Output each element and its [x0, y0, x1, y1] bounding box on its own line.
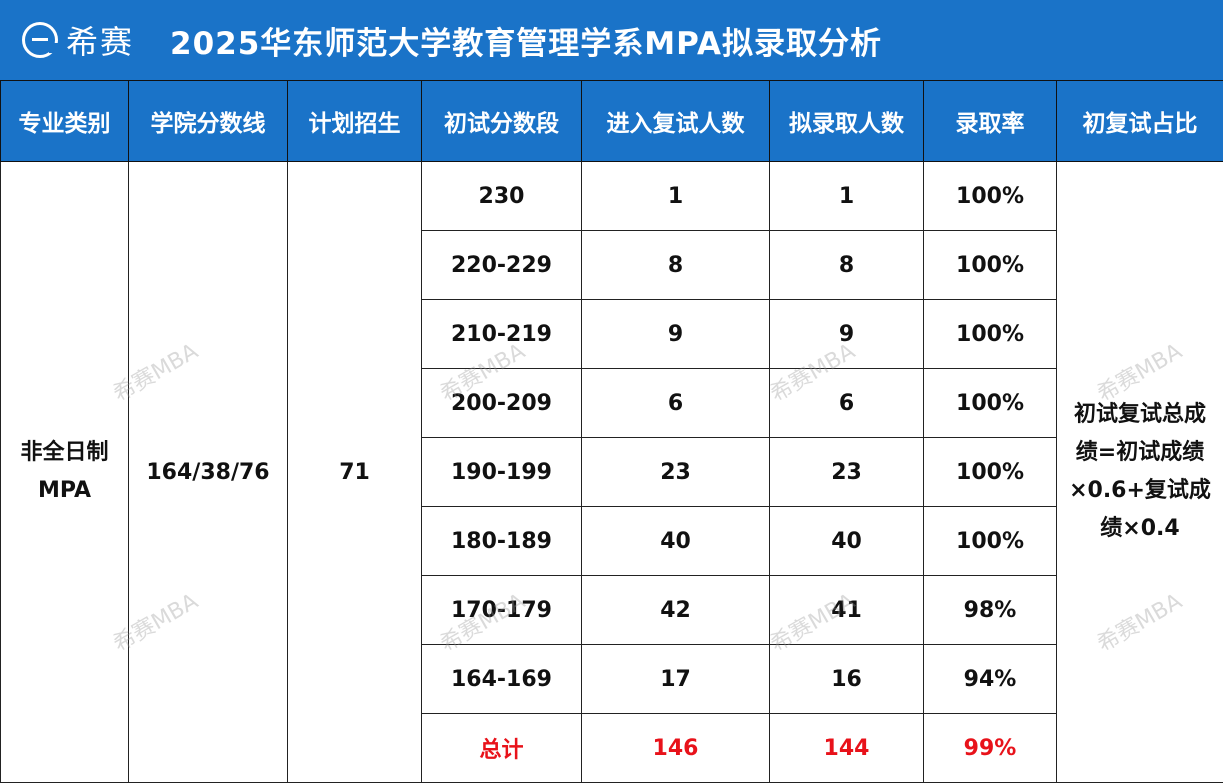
col-header-plan: 计划招生 [287, 80, 422, 162]
total-rate: 99% [923, 713, 1057, 783]
score-range-cell: 164-169 [421, 644, 582, 714]
table-row: 200-209 6 6 100% [1, 368, 1223, 438]
rate-cell: 94% [923, 644, 1057, 714]
page-title: 2025华东师范大学教育管理学系MPA拟录取分析 [170, 25, 883, 62]
logo-text: 希赛 [66, 23, 135, 61]
score-range-cell: 170-179 [421, 575, 582, 645]
header-row: 专业类别 学院分数线 计划招生 初试分数段 进入复试人数 拟录取人数 录取率 初… [0, 80, 1223, 162]
rate-cell: 98% [923, 575, 1057, 645]
table-row: 170-179 42 41 98% [1, 575, 1223, 645]
score-range-cell: 200-209 [421, 368, 582, 438]
major-line: MPA [37, 478, 92, 503]
admitted-cell: 23 [769, 437, 924, 507]
ratio-line: 初试复试总成 [1073, 402, 1206, 427]
title-bar: 希赛 2025华东师范大学教育管理学系MPA拟录取分析 [0, 0, 1223, 80]
score-range-cell: 230 [421, 161, 582, 231]
total-row: 总计 146 144 99% [1, 713, 1223, 783]
col-header-cutoff: 学院分数线 [128, 80, 288, 162]
table-row: 210-219 9 9 100% [1, 299, 1223, 369]
score-range-cell: 220-229 [421, 230, 582, 300]
major-cell: 非全日制 MPA [0, 161, 129, 783]
col-header-admitted-count: 拟录取人数 [769, 80, 924, 162]
admitted-cell: 6 [769, 368, 924, 438]
rate-cell: 100% [923, 506, 1057, 576]
table-row: 220-229 8 8 100% [1, 230, 1223, 300]
retest-cell: 6 [581, 368, 770, 438]
admitted-cell: 16 [769, 644, 924, 714]
col-header-major: 专业类别 [0, 80, 129, 162]
retest-cell: 23 [581, 437, 770, 507]
table-row: 190-199 23 23 100% [1, 437, 1223, 507]
col-header-retest-count: 进入复试人数 [581, 80, 770, 162]
score-range-cell: 210-219 [421, 299, 582, 369]
retest-cell: 42 [581, 575, 770, 645]
cutoff-cell: 164/38/76 [128, 161, 288, 783]
total-label: 总计 [421, 713, 582, 783]
admitted-cell: 9 [769, 299, 924, 369]
major-line: 非全日制 [20, 440, 109, 465]
score-range-cell: 190-199 [421, 437, 582, 507]
rate-cell: 100% [923, 299, 1057, 369]
col-header-admission-rate: 录取率 [923, 80, 1057, 162]
admitted-cell: 1 [769, 161, 924, 231]
ratio-line: ×0.6+复试成 [1069, 478, 1211, 503]
retest-cell: 1 [581, 161, 770, 231]
retest-cell: 17 [581, 644, 770, 714]
rate-cell: 100% [923, 230, 1057, 300]
admitted-cell: 40 [769, 506, 924, 576]
brand-logo: 希赛 [22, 17, 134, 63]
admitted-cell: 41 [769, 575, 924, 645]
table-row: 非全日制 MPA 164/38/76 71 230 1 1 100% 初试复试总… [0, 161, 1223, 783]
total-admitted: 144 [769, 713, 924, 783]
total-retest: 146 [581, 713, 770, 783]
retest-cell: 40 [581, 506, 770, 576]
col-header-score-ratio: 初复试占比 [1056, 80, 1223, 162]
col-header-score-range: 初试分数段 [421, 80, 582, 162]
logo-mark-icon [22, 22, 59, 58]
admitted-cell: 8 [769, 230, 924, 300]
plan-cell: 71 [287, 161, 422, 783]
table-row: 164-169 17 16 94% [1, 644, 1223, 714]
rate-cell: 100% [923, 437, 1057, 507]
admission-table: 专业类别 学院分数线 计划招生 初试分数段 进入复试人数 拟录取人数 录取率 初… [0, 80, 1223, 783]
ratio-line: 绩=初试成绩 [1075, 440, 1205, 465]
retest-cell: 8 [581, 230, 770, 300]
retest-cell: 9 [581, 299, 770, 369]
score-range-cell: 180-189 [421, 506, 582, 576]
rate-cell: 100% [923, 161, 1057, 231]
rate-cell: 100% [923, 368, 1057, 438]
table-row: 180-189 40 40 100% [1, 506, 1223, 576]
score-ratio-cell: 初试复试总成 绩=初试成绩 ×0.6+复试成 绩×0.4 [1056, 161, 1223, 783]
ratio-line: 绩×0.4 [1100, 516, 1180, 541]
